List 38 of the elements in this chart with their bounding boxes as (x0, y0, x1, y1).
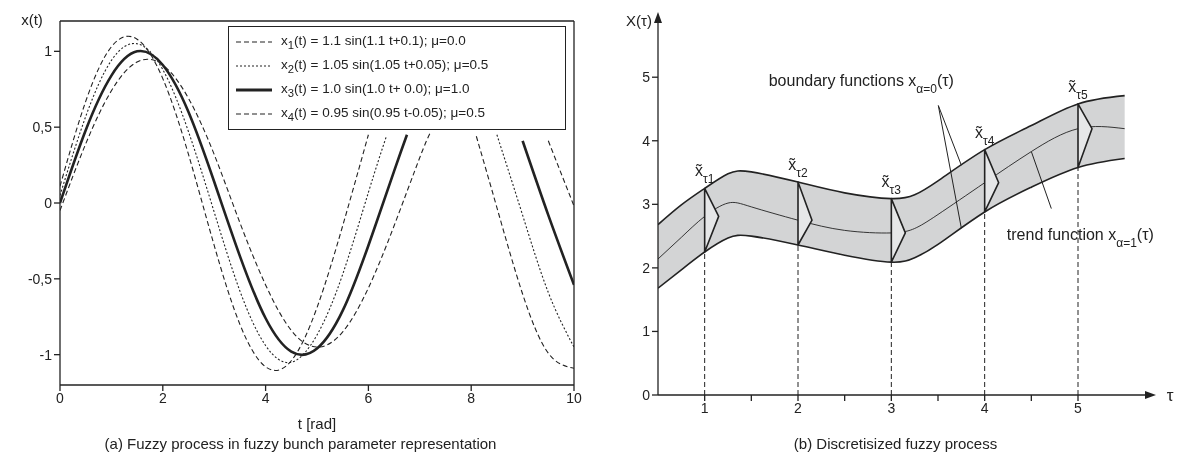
legend-label: x$_{3}$(t) = 1.0 sin(1.0 t+ 0.0); μ=1.0 (281, 81, 470, 99)
annotation: x̃$_{τ4}$ (974, 123, 995, 148)
text: (b) Discretisized fuzzy process (793, 435, 998, 452)
legend-label: x$_{4}$(t) = 0.95 sin(0.95 t-0.05); μ=0.5 (281, 105, 485, 123)
x-tick-label: 4 (261, 389, 270, 406)
x-tick-label: 2 (794, 399, 803, 416)
annotation: x̃$_{τ3}$ (881, 172, 902, 197)
y-tick-label: 3 (642, 196, 651, 213)
annotation: x̃$_{τ1}$ (694, 162, 715, 187)
y-tick-label: 1 (642, 323, 651, 340)
y-tick-label: -0,5 (27, 270, 53, 287)
x-tick-label: 0 (56, 389, 65, 406)
legend-label: x$_{2}$(t) = 1.05 sin(1.05 t+0.05); μ=0.5 (281, 57, 489, 75)
legend-label: x$_{1}$(t) = 1.1 sin(1.1 t+0.1); μ=0.0 (281, 33, 466, 51)
annotation: x̃$_{τ5}$ (1068, 77, 1089, 102)
y-tick-label: 0 (44, 194, 53, 211)
text: (a) Fuzzy process in fuzzy bunch parameter representation (104, 435, 497, 452)
y-tick-label: 4 (642, 132, 651, 149)
y-axis-title: X(τ) (626, 12, 652, 29)
x-tick-label: 3 (887, 399, 896, 416)
y-tick-label: 2 (642, 259, 651, 276)
x-tick-label: 1 (700, 399, 709, 416)
y-tick-label: 5 (642, 69, 651, 86)
x-tick-label: 2 (158, 389, 167, 406)
y-tick-label: 1 (44, 43, 53, 60)
y-tick-label: 0,5 (32, 119, 53, 136)
annotation: x̃$_{τ2}$ (788, 156, 809, 181)
annotation: boundary functions x$_{α=0}$(τ) (768, 71, 954, 96)
y-tick-label: -1 (39, 346, 53, 363)
x-tick-label: 4 (980, 399, 989, 416)
x-axis-title: τ (1166, 386, 1174, 405)
y-axis-title: x(t) (21, 11, 43, 28)
x-tick-label: 10 (566, 389, 582, 406)
x-axis-title: t [rad] (297, 415, 337, 432)
x-tick-label: 5 (1074, 399, 1083, 416)
x-tick-label: 6 (364, 389, 373, 406)
annotation: trend function x$_{α=1}$(τ) (1006, 225, 1154, 250)
x-tick-label: 8 (467, 389, 476, 406)
